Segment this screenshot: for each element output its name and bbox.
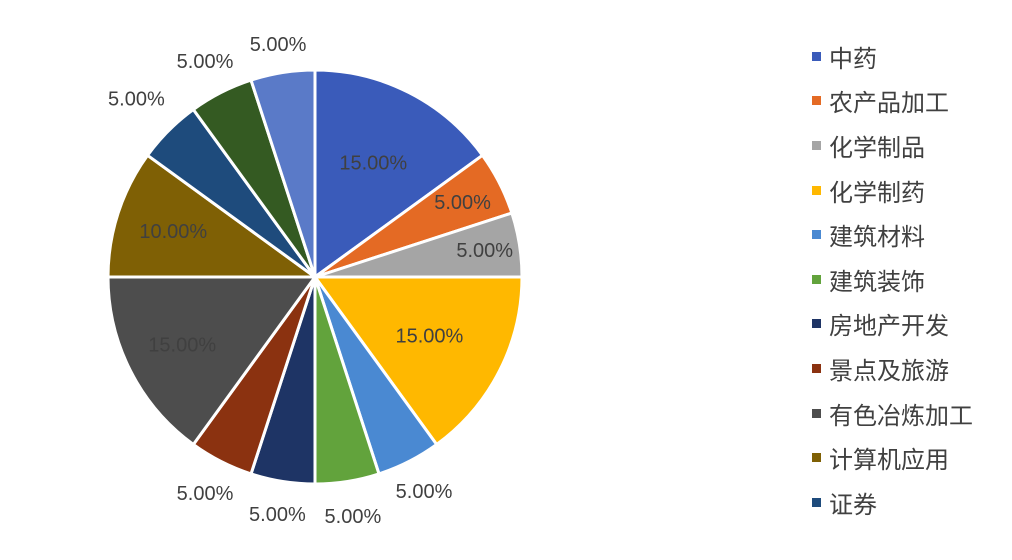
- data-label-10: 5.00%: [108, 88, 165, 110]
- data-label-11: 5.00%: [177, 51, 234, 73]
- legend-label: 化学制品: [829, 133, 925, 162]
- pie-slice-9: [106, 153, 317, 279]
- legend-swatch: [812, 453, 821, 463]
- legend-item-7: 景点及旅游: [812, 346, 973, 391]
- legend-label: 景点及旅游: [829, 356, 949, 385]
- legend-item-10: 证券: [812, 480, 973, 525]
- pie-data-labels: 15.00% 5.00% 5.00% 15.00% 5.00% 5.00% 5.00% 5.0…: [108, 34, 513, 528]
- data-label-5: 5.00%: [325, 506, 382, 528]
- legend-swatch: [812, 230, 821, 240]
- legend-item-4: 建筑材料: [812, 212, 973, 257]
- pie-slice-12: [249, 68, 317, 279]
- pie-slice-3: [313, 275, 524, 446]
- legend-label: 建筑装饰: [829, 267, 925, 296]
- legend-swatch: [812, 140, 821, 150]
- data-label-6: 5.00%: [249, 504, 306, 526]
- legend-label: 证券: [829, 490, 877, 519]
- data-label-8: 15.00%: [148, 335, 216, 357]
- legend-swatch: [812, 51, 821, 61]
- data-label-1: 5.00%: [434, 192, 491, 214]
- legend-item-0: 中药: [812, 34, 973, 79]
- legend-item-6: 房地产开发: [812, 302, 973, 347]
- legend-item-8: 有色冶炼加工: [812, 391, 973, 436]
- legend-label: 计算机应用: [829, 446, 949, 475]
- legend-label: 建筑材料: [829, 223, 925, 252]
- data-label-12: 5.00%: [250, 34, 307, 56]
- legend-swatch: [812, 185, 821, 195]
- legend-label: 中药: [829, 44, 877, 73]
- legend-label: 有色冶炼加工: [829, 401, 973, 430]
- legend-item-1: 农产品加工: [812, 79, 973, 124]
- data-label-2: 5.00%: [456, 240, 513, 262]
- legend-label: 房地产开发: [829, 312, 949, 341]
- pie-slice-0: [313, 68, 484, 279]
- legend-swatch: [812, 274, 821, 284]
- pie-slice-8: [106, 275, 317, 446]
- data-label-7: 5.00%: [177, 483, 234, 505]
- legend-item-9: 计算机应用: [812, 435, 973, 480]
- legend-item-5: 建筑装饰: [812, 257, 973, 302]
- legend-swatch: [812, 363, 821, 373]
- data-label-0: 15.00%: [339, 153, 407, 175]
- legend-label: 化学制药: [829, 178, 925, 207]
- data-label-4: 5.00%: [396, 481, 453, 503]
- pie-slices: [106, 68, 524, 486]
- legend-swatch: [812, 96, 821, 106]
- legend-swatch: [812, 497, 821, 507]
- legend-swatch: [812, 408, 821, 418]
- pie-chart: 15.00% 5.00% 5.00% 15.00% 5.00% 5.00% 5.00% 5.0…: [106, 34, 524, 528]
- legend-swatch: [812, 319, 821, 329]
- legend-item-2: 化学制品: [812, 123, 973, 168]
- data-label-3: 15.00%: [395, 325, 463, 347]
- legend: 中药农产品加工化学制品化学制药建筑材料建筑装饰房地产开发景点及旅游有色冶炼加工计…: [812, 34, 973, 525]
- legend-label: 农产品加工: [829, 89, 949, 118]
- legend-item-3: 化学制药: [812, 168, 973, 213]
- data-label-9: 10.00%: [139, 221, 207, 243]
